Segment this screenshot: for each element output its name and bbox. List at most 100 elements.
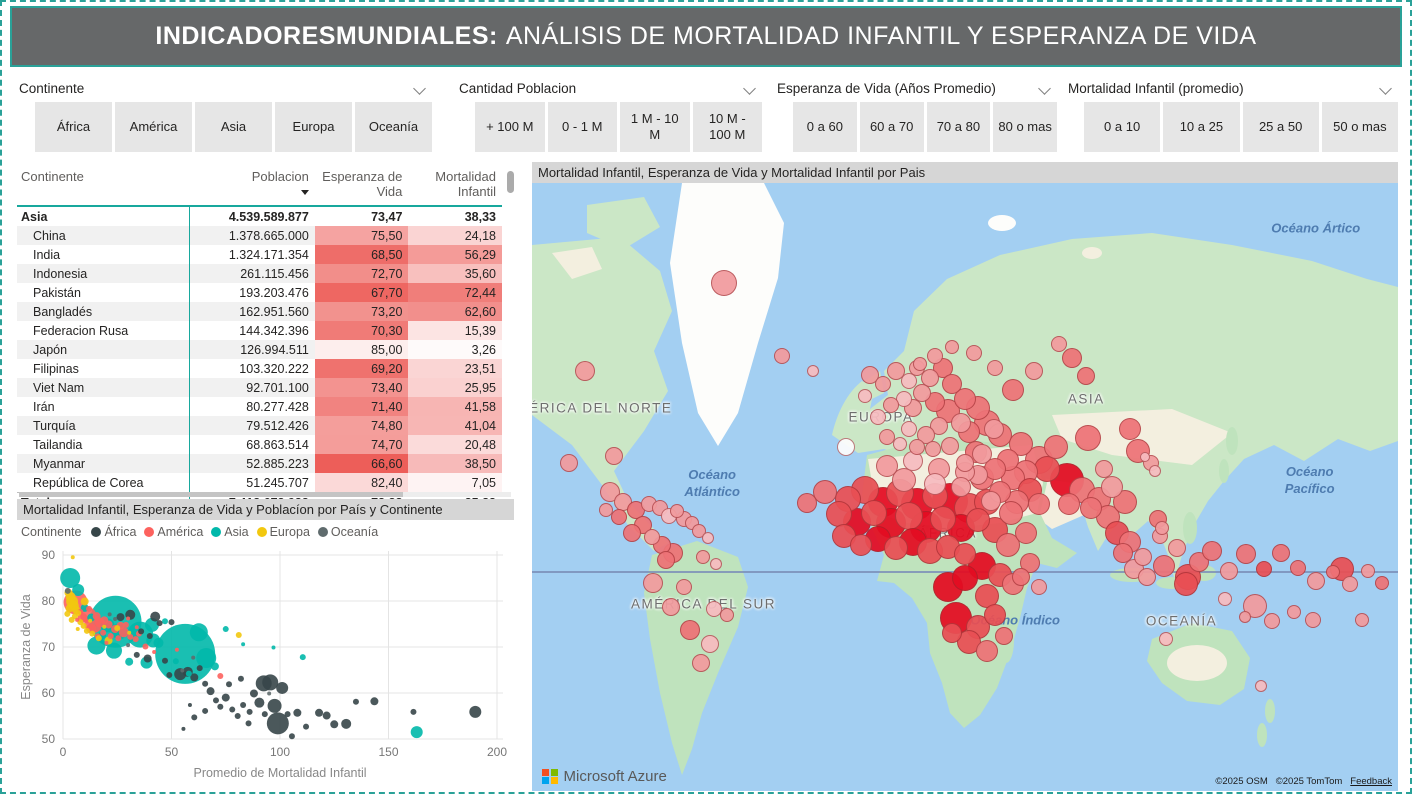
- slicer-option-60-a-70[interactable]: 60 a 70: [859, 102, 924, 152]
- map-bubble[interactable]: [1168, 538, 1187, 557]
- scatter-point[interactable]: [107, 632, 114, 639]
- scatter-point[interactable]: [237, 675, 244, 682]
- scatter-point[interactable]: [254, 697, 265, 708]
- scatter-point[interactable]: [234, 713, 241, 719]
- table-row[interactable]: Pakistán 193.203.476 67,70 72,44: [17, 283, 502, 302]
- feedback-link[interactable]: Feedback: [1350, 776, 1392, 787]
- slicer-option-1-m-10-m[interactable]: 1 M - 10 M: [620, 102, 690, 152]
- slicer-option-am-rica[interactable]: América: [115, 102, 192, 152]
- scatter-point[interactable]: [122, 621, 129, 628]
- scatter-point[interactable]: [229, 706, 236, 713]
- map-bubble[interactable]: [1264, 612, 1281, 629]
- scatter-point[interactable]: [86, 605, 93, 612]
- scatter-point[interactable]: [102, 624, 107, 629]
- slicer-option-europa[interactable]: Europa: [275, 102, 352, 152]
- slicer-option-0-1-m[interactable]: 0 - 1 M: [547, 102, 617, 152]
- map-bubble[interactable]: [942, 622, 962, 643]
- map-bubble[interactable]: [691, 654, 710, 673]
- map-bubble[interactable]: [1201, 540, 1222, 561]
- scatter-point[interactable]: [206, 687, 215, 696]
- scatter-point[interactable]: [330, 720, 339, 729]
- map-bubble[interactable]: [886, 362, 905, 381]
- scatter-point[interactable]: [190, 673, 199, 682]
- map-bubble[interactable]: [1360, 563, 1375, 578]
- map-bubble[interactable]: [661, 598, 680, 617]
- scatter-point[interactable]: [235, 632, 242, 639]
- scatter-point[interactable]: [138, 628, 145, 635]
- map-bubble[interactable]: [942, 373, 962, 394]
- table-row[interactable]: Tailandia 68.863.514 74,70 20,48: [17, 435, 502, 454]
- scatter-point[interactable]: [146, 632, 153, 639]
- map-bubble[interactable]: [1074, 425, 1101, 452]
- map-bubble[interactable]: [965, 345, 982, 362]
- scatter-point[interactable]: [133, 651, 140, 658]
- scatter-point[interactable]: [341, 718, 352, 729]
- table-row[interactable]: Federacion Rusa 144.342.396 70,30 15,39: [17, 321, 502, 340]
- scatter-point[interactable]: [191, 655, 196, 660]
- scatter-point[interactable]: [288, 733, 295, 740]
- scatter-point[interactable]: [64, 587, 71, 594]
- scatter-point[interactable]: [276, 681, 289, 694]
- map-bubble[interactable]: [1375, 576, 1390, 591]
- scatter-point[interactable]: [143, 654, 152, 663]
- map-bubble[interactable]: [574, 360, 595, 381]
- scatter-point[interactable]: [156, 620, 163, 627]
- scatter-point[interactable]: [72, 583, 85, 596]
- map-bubble[interactable]: [680, 619, 701, 640]
- scatter-point[interactable]: [322, 711, 331, 720]
- scatter-point[interactable]: [126, 643, 131, 648]
- map-bubble[interactable]: [954, 542, 976, 565]
- map-bubble[interactable]: [1306, 572, 1325, 591]
- scatter-point[interactable]: [127, 633, 134, 640]
- map-bubble[interactable]: [605, 446, 624, 465]
- map-bubble[interactable]: [980, 490, 1001, 511]
- legend-item-áfrica[interactable]: África: [91, 525, 136, 539]
- map-bubble[interactable]: [1305, 611, 1322, 628]
- chevron-down-icon[interactable]: [743, 81, 756, 95]
- map-bubble[interactable]: [560, 453, 579, 472]
- map-bubble[interactable]: [945, 340, 959, 355]
- map-bubble[interactable]: [883, 396, 900, 413]
- scatter-point[interactable]: [166, 672, 173, 679]
- scatter-point[interactable]: [161, 618, 168, 625]
- horizontal-scrollbar-track[interactable]: [19, 492, 511, 497]
- scatter-point[interactable]: [118, 627, 129, 638]
- slicer-option-80-o-mas[interactable]: 80 o mas: [993, 102, 1057, 152]
- slicer-option-10-a-25[interactable]: 10 a 25: [1163, 102, 1240, 152]
- map-bubble[interactable]: [952, 565, 978, 592]
- table-row[interactable]: Filipinas 103.320.222 69,20 23,51: [17, 359, 502, 378]
- scatter-point[interactable]: [150, 611, 161, 622]
- legend-item-oceanía[interactable]: Oceanía: [317, 525, 378, 539]
- map-bubble[interactable]: [1101, 476, 1124, 498]
- scatter-point[interactable]: [88, 618, 93, 623]
- table-row[interactable]: Indonesia 261.115.456 72,70 35,60: [17, 264, 502, 283]
- map-bubble[interactable]: [1057, 493, 1080, 516]
- scatter-point[interactable]: [172, 658, 179, 665]
- map-bubble[interactable]: [1051, 336, 1068, 353]
- map-bubble[interactable]: [1220, 561, 1239, 580]
- scatter-point[interactable]: [370, 697, 379, 706]
- map-bubble[interactable]: [701, 532, 714, 545]
- map-bubble[interactable]: [924, 441, 941, 458]
- map-bubble[interactable]: [670, 503, 685, 518]
- map-bubble[interactable]: [930, 506, 957, 533]
- horizontal-scrollbar-thumb[interactable]: [19, 492, 403, 497]
- scatter-point[interactable]: [410, 708, 417, 715]
- map-bubble[interactable]: [1079, 497, 1102, 520]
- scatter-point[interactable]: [174, 647, 179, 652]
- map-bubble[interactable]: [956, 453, 974, 472]
- scatter-point[interactable]: [75, 617, 80, 622]
- scatter-point[interactable]: [267, 691, 272, 696]
- map-bubble[interactable]: [941, 436, 960, 455]
- col-header-poblacion[interactable]: Poblacion: [190, 165, 315, 206]
- map-bubble[interactable]: [984, 419, 1005, 440]
- map-bubble[interactable]: [1155, 521, 1170, 536]
- scatter-point[interactable]: [68, 616, 75, 623]
- scatter-point[interactable]: [60, 568, 81, 588]
- scatter-point[interactable]: [132, 636, 139, 643]
- map-bubble[interactable]: [876, 454, 899, 477]
- scatter-point[interactable]: [221, 693, 230, 702]
- map-bubble[interactable]: [1153, 555, 1176, 578]
- map-bubble[interactable]: [696, 549, 711, 564]
